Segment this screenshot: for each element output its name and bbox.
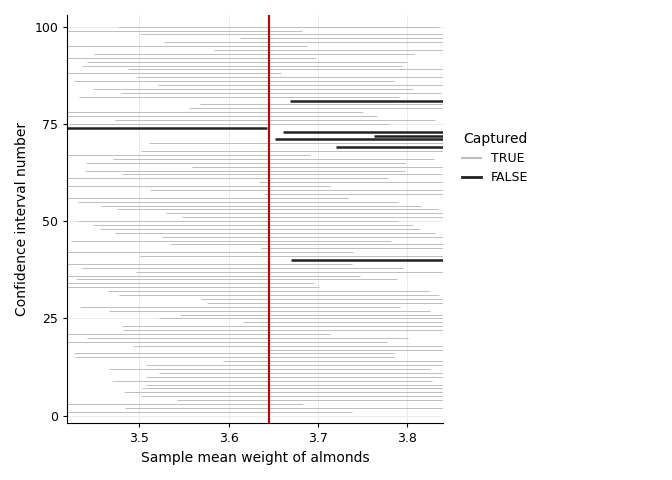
X-axis label: Sample mean weight of almonds: Sample mean weight of almonds bbox=[141, 451, 370, 465]
Legend: TRUE, FALSE: TRUE, FALSE bbox=[457, 127, 533, 189]
Y-axis label: Confidence interval number: Confidence interval number bbox=[15, 122, 29, 316]
